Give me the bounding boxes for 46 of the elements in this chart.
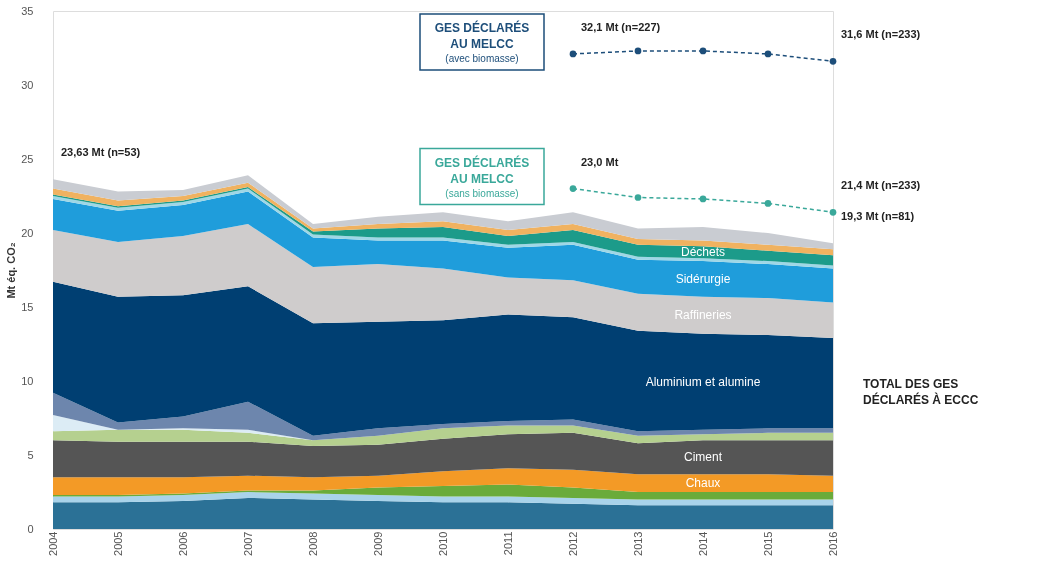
point	[634, 47, 642, 55]
point	[764, 200, 772, 207]
annotation: 31,6 Mt (n=233)	[841, 28, 921, 41]
x-tick-label: 2013	[631, 531, 644, 556]
point	[829, 57, 837, 65]
y-tick-label: 0	[27, 522, 34, 535]
x-tick-label: 2012	[566, 531, 579, 556]
annotation: 32,1 Mt (n=227)	[581, 20, 661, 33]
y-axis-title: Mt éq. CO₂	[5, 242, 18, 299]
x-tick-label: 2006	[176, 531, 189, 556]
y-tick-label: 30	[21, 78, 34, 91]
series-label: Sidérurgie	[675, 271, 731, 286]
series-label: Déchets	[680, 245, 726, 260]
point	[634, 194, 642, 201]
x-tick-label: 2011	[501, 531, 514, 556]
annotation: 23,63 Mt (n=53)	[61, 146, 141, 159]
text: GES DÉCLARÉS AU MELCC (sans biomasse)	[434, 154, 530, 199]
x-tick-label: 2010	[436, 531, 449, 556]
annotation: 21,4 Mt (n=233)	[841, 179, 921, 192]
annotation: 23,0 Mt	[581, 155, 619, 168]
x-tick-label: 2009	[371, 531, 384, 556]
point	[764, 50, 772, 58]
text: TOTAL DES GES DÉCLARÉS À ECCC	[863, 376, 979, 407]
point	[699, 47, 707, 55]
y-tick-label: 25	[21, 152, 34, 165]
y-tick-label: 15	[21, 300, 34, 313]
x-tick-label: 2014	[696, 531, 709, 556]
point	[569, 185, 577, 192]
point	[569, 50, 577, 58]
x-tick-label: 2007	[241, 531, 254, 556]
annotation: 19,3 Mt (n=81)	[841, 210, 915, 223]
y-tick-label: 35	[21, 4, 34, 17]
text: GES DÉCLARÉS AU MELCC (avec biomasse)	[434, 19, 530, 64]
point	[829, 208, 837, 216]
series-label: Chaux	[685, 476, 721, 491]
x-tick-label: 2016	[826, 531, 839, 556]
series-label: Ciment	[683, 450, 723, 465]
series-label: Aluminium et alumine	[645, 374, 761, 389]
point	[699, 195, 707, 203]
x-tick-label: 2004	[46, 531, 59, 556]
y-tick-label: 10	[21, 374, 34, 387]
x-tick-label: 2015	[761, 531, 774, 556]
x-tick-label: 2008	[306, 531, 319, 556]
y-tick-label: 5	[27, 448, 34, 461]
x-tick-label: 2005	[111, 531, 124, 556]
y-tick-label: 20	[21, 226, 34, 239]
